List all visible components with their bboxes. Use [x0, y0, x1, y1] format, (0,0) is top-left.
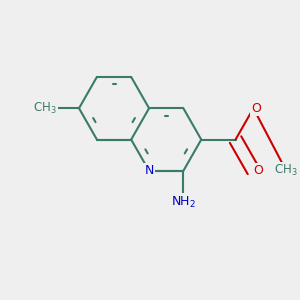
Text: O: O: [251, 102, 261, 115]
Text: CH$_3$: CH$_3$: [274, 163, 298, 178]
Text: CH$_3$: CH$_3$: [33, 101, 57, 116]
Text: NH$_2$: NH$_2$: [171, 195, 196, 210]
Text: N: N: [144, 164, 154, 177]
Text: O: O: [253, 164, 263, 177]
